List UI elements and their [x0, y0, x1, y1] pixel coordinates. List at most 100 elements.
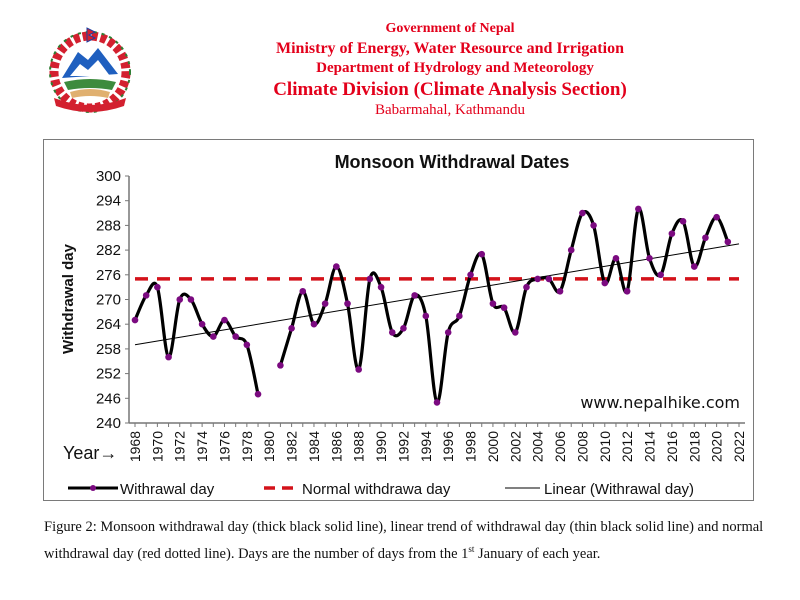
y-tick-label: 300: [96, 168, 121, 185]
x-tick-label: 1998: [463, 431, 479, 462]
withdrawal-day-point: [187, 296, 195, 303]
header-ministry: Ministry of Energy, Water Resource and I…: [276, 40, 624, 57]
x-tick-label: 1984: [306, 431, 322, 462]
header-division: Climate Division (Climate Analysis Secti…: [273, 79, 627, 100]
withdrawal-day-point: [635, 205, 642, 213]
withdrawal-day-point: [702, 234, 709, 242]
x-tick-label: 2004: [530, 431, 546, 462]
withdrawal-day-point: [299, 287, 307, 295]
withdrawal-day-point: [165, 353, 172, 361]
x-tick-label: 1976: [216, 431, 232, 462]
x-tick-label: 1990: [373, 431, 389, 462]
x-tick-label: 1978: [239, 431, 255, 462]
withdrawal-day-point: [366, 275, 374, 283]
watermark: www.nepalhike.com: [580, 393, 740, 412]
withdrawal-day-point: [243, 341, 251, 349]
figure-caption: Figure 2: Monsoon withdrawal day (thick …: [44, 516, 764, 565]
withdrawal-day-point: [444, 329, 452, 336]
x-tick-label: 1970: [149, 431, 165, 462]
x-tick-label: 1972: [172, 431, 188, 462]
legend-withdrawal-marker: [90, 485, 96, 491]
withdrawal-day-point: [254, 390, 262, 398]
withdrawal-day-point: [333, 263, 340, 270]
caption-text-2: January of each year.: [474, 545, 601, 562]
y-axis-label: Withdrawal day: [60, 243, 77, 354]
nepal-emblem-icon: [40, 20, 140, 120]
withdrawal-day-line: [133, 281, 260, 395]
header-address: Babarmahal, Kathmandu: [375, 102, 525, 118]
withdrawal-day-point: [623, 287, 631, 295]
withdrawal-day-point: [198, 320, 206, 328]
chart-frame: [43, 139, 754, 501]
linear-trend-line: [134, 243, 740, 346]
withdrawal-day-point: [556, 287, 564, 295]
withdrawal-day-point: [534, 275, 541, 283]
withdrawal-day-point: [612, 255, 620, 262]
withdrawal-day-point: [545, 275, 553, 283]
x-tick-label: 2000: [485, 431, 501, 462]
withdrawal-day-point: [601, 279, 609, 287]
caption-text-1: Figure 2: Monsoon withdrawal day (thick …: [44, 519, 764, 562]
legend-withdrawal-label: Withrawal day: [120, 481, 215, 498]
y-tick-label: 252: [96, 366, 121, 383]
x-tick-label: 2020: [709, 431, 725, 462]
x-tick-label: 1982: [284, 431, 300, 462]
y-tick-label: 264: [96, 316, 121, 333]
x-tick-label: 2010: [597, 431, 613, 462]
x-tick-label: 1974: [194, 431, 210, 462]
withdrawal-day-point: [489, 300, 497, 307]
x-tick-label: 2022: [731, 431, 747, 462]
header-department: Department of Hydrology and Meteorology: [316, 60, 594, 76]
withdrawal-day-point: [579, 209, 586, 217]
withdrawal-day-point: [657, 271, 665, 279]
withdrawal-day-point: [344, 300, 351, 307]
x-tick-label: 1986: [328, 431, 344, 462]
withdrawal-day-point: [142, 292, 150, 299]
y-tick-label: 294: [96, 193, 121, 210]
x-tick-label: 1994: [418, 431, 434, 462]
withdrawal-day-point: [456, 312, 463, 320]
y-tick-label: 258: [96, 341, 121, 358]
x-tick-label: 2014: [642, 431, 658, 462]
x-tick-label: 1980: [261, 431, 277, 462]
x-tick-label: 1996: [440, 431, 456, 462]
withdrawal-day-point: [590, 222, 597, 229]
withdrawal-day-point: [724, 238, 732, 246]
withdrawal-day-point: [388, 329, 396, 336]
withdrawal-day-point: [321, 300, 329, 307]
withdrawal-day-point: [433, 399, 441, 406]
x-tick-label: 1968: [127, 431, 143, 462]
withdrawal-day-point: [646, 255, 653, 262]
x-tick-label: 1988: [351, 431, 367, 462]
withdrawal-day-point: [422, 312, 430, 320]
withdrawal-day-point: [131, 316, 139, 324]
x-tick-label: 2006: [552, 431, 568, 462]
withdrawal-day-point: [668, 230, 676, 237]
y-tick-label: 246: [96, 390, 121, 407]
withdrawal-day-point: [567, 246, 575, 254]
y-tick-label: 270: [96, 292, 121, 309]
y-tick-label: 276: [96, 267, 121, 284]
header-government: Government of Nepal: [385, 21, 515, 36]
withdrawal-day-point: [232, 333, 239, 340]
caption-superscript: st: [468, 544, 475, 554]
withdrawal-day-point: [679, 217, 687, 225]
y-tick-label: 288: [96, 217, 121, 234]
withdrawal-day-point: [523, 283, 530, 291]
x-tick-label: 2008: [574, 431, 590, 462]
y-tick-label: 240: [96, 415, 121, 432]
withdrawal-day-point: [690, 263, 698, 270]
withdrawal-day-point: [209, 333, 217, 340]
withdrawal-day-point: [176, 296, 184, 303]
chart-title: Monsoon Withdrawal Dates: [335, 152, 570, 172]
x-tick-label: 2016: [664, 431, 680, 462]
x-tick-label: 2012: [619, 431, 635, 462]
withdrawal-day-point: [500, 304, 508, 312]
withdrawal-day-point: [411, 292, 418, 299]
legend-normal-label: Normal withdrawa day: [302, 481, 451, 498]
withdrawal-day-point: [467, 271, 474, 279]
withdrawal-day-point: [713, 213, 720, 221]
withdrawal-day-point: [154, 283, 161, 291]
withdrawal-day-point: [277, 362, 284, 369]
